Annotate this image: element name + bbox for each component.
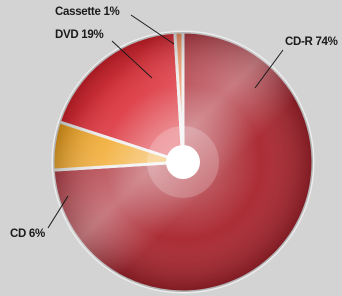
value-label: 19% (81, 29, 103, 41)
slice-label: CD-R 74% (285, 36, 338, 48)
slice-label: Cassette 1% (55, 6, 120, 18)
category-label: DVD (55, 29, 78, 41)
slice-label: CD 6% (10, 228, 45, 240)
center-hole (166, 145, 200, 179)
value-label: 74% (315, 36, 337, 48)
page: {"chart_data": {"type": "pie", "categori… (0, 0, 342, 296)
category-label: CD-R (285, 36, 314, 48)
category-label: Cassette (55, 6, 101, 18)
value-label: 1% (103, 6, 119, 18)
slice-label: DVD 19% (55, 29, 103, 41)
value-label: 6% (29, 228, 45, 240)
chart: CD-R 74% CD 6% DVD 19% Cassette 1% (0, 0, 342, 296)
category-label: CD (10, 228, 26, 240)
